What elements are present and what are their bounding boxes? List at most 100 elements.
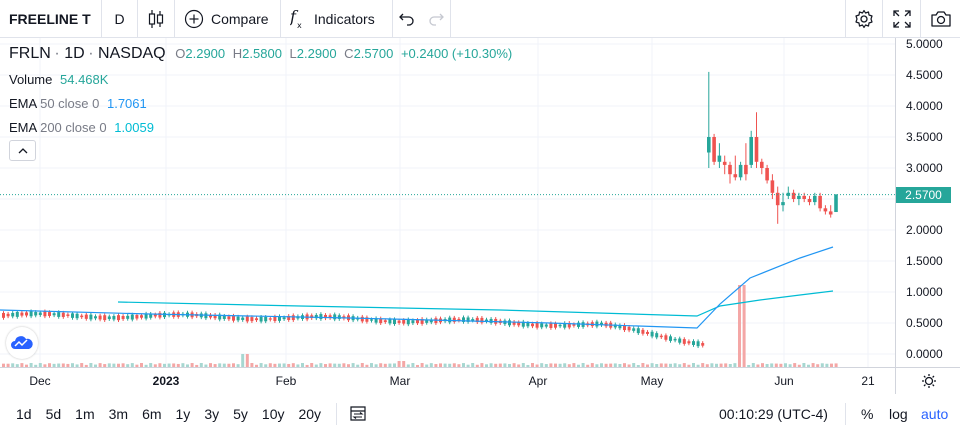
volume-bar — [29, 363, 33, 367]
indicators-button[interactable]: f x Indicators — [281, 0, 393, 38]
history-candle-body — [222, 315, 226, 319]
ema200-params: 200 close 0 — [40, 120, 107, 135]
goto-date-button[interactable] — [349, 404, 367, 425]
history-candle-body — [650, 331, 654, 337]
price-tick-label: 3.0000 — [906, 161, 943, 175]
volume-bar — [425, 364, 429, 367]
volume-bar — [705, 364, 709, 367]
volume-bar — [765, 363, 769, 367]
collapse-legend-button[interactable] — [9, 140, 36, 161]
volume-bar — [255, 364, 258, 367]
history-candle-body — [48, 312, 51, 316]
history-candle-body — [319, 314, 323, 320]
volume-bar — [811, 363, 815, 367]
range-button-10y[interactable]: 10y — [261, 406, 285, 422]
settings-button[interactable] — [845, 0, 883, 38]
volume-bar — [673, 363, 677, 367]
history-candle-body — [121, 315, 125, 320]
redo-icon[interactable] — [428, 12, 444, 26]
interval-button[interactable]: D — [102, 0, 138, 38]
symbol-search-button[interactable]: FREELINE T — [0, 0, 102, 38]
undo-icon[interactable] — [399, 12, 415, 26]
ema200-label: EMA — [9, 120, 37, 135]
volume-bar — [498, 363, 502, 367]
history-candle-body — [687, 341, 691, 344]
tradingview-logo[interactable] — [6, 327, 38, 359]
candle-body — [760, 161, 764, 168]
volume-bar — [130, 363, 134, 367]
history-candle-body — [632, 328, 636, 331]
range-button-20y[interactable]: 20y — [298, 406, 322, 422]
volume-bar — [535, 364, 539, 367]
range-button-6m[interactable]: 6m — [142, 406, 162, 422]
history-candle-body — [425, 319, 429, 323]
history-candle-body — [25, 312, 28, 316]
volume-bar — [678, 364, 682, 367]
calendar-arrows-icon — [350, 405, 366, 421]
ema200-line — [117, 290, 834, 317]
history-candle-body — [204, 313, 208, 319]
history-candle-body — [485, 319, 488, 322]
fullscreen-button[interactable] — [884, 0, 921, 38]
history-candle-body — [558, 324, 562, 327]
volume-bar — [397, 361, 401, 367]
volume-bar — [337, 363, 341, 367]
compare-button[interactable]: Compare — [175, 0, 281, 38]
volume-bar — [222, 363, 226, 367]
undo-redo-group — [393, 0, 451, 38]
percent-toggle[interactable]: % — [861, 406, 874, 422]
volume-legend[interactable]: Volume 54.468K — [9, 72, 108, 87]
bottom-toolbar: 1d 5d 1m 3m 6m 1y 3y 5y 10y 20y 00:10:29 (UTC-4) … — [0, 395, 960, 433]
history-candles — [2, 309, 705, 349]
volume-bar — [38, 363, 42, 367]
log-toggle[interactable]: log — [889, 406, 908, 422]
volume-bar — [636, 364, 640, 367]
history-candle-body — [360, 316, 364, 322]
volume-bar — [784, 363, 787, 367]
time-tick-label: 2023 — [152, 374, 180, 388]
history-candle-body — [526, 322, 530, 327]
price-chart[interactable] — [0, 38, 895, 367]
screenshot-button[interactable] — [922, 0, 960, 38]
history-candle-body — [34, 312, 38, 316]
axis-settings-button[interactable] — [895, 368, 960, 394]
volume-bar — [807, 364, 810, 367]
range-button-1y[interactable]: 1y — [175, 406, 191, 422]
volume-bar — [278, 363, 281, 367]
range-button-3m[interactable]: 3m — [108, 406, 129, 422]
open-label: O — [175, 46, 186, 61]
range-button-1m[interactable]: 1m — [75, 406, 95, 422]
range-button-5y[interactable]: 5y — [233, 406, 248, 422]
range-button-1d[interactable]: 1d — [16, 406, 32, 422]
ema50-legend[interactable]: EMA 50 close 0 1.7061 — [9, 96, 147, 111]
volume-bar — [728, 364, 732, 367]
range-button-3y[interactable]: 3y — [204, 406, 220, 422]
svg-text:x: x — [297, 21, 302, 30]
volume-bar — [724, 363, 728, 367]
chart-type-button[interactable] — [138, 0, 175, 38]
time-tick-label: Dec — [29, 374, 51, 388]
volume-bar — [383, 363, 387, 367]
candle-body — [754, 137, 759, 162]
history-candle-body — [669, 336, 672, 341]
history-candle-body — [383, 320, 387, 323]
auto-toggle[interactable]: auto — [921, 406, 949, 422]
time-axis[interactable]: Dec 2023 Feb Mar Apr May Jun 21 — [0, 367, 960, 394]
clock-timezone[interactable]: 00:10:29 (UTC-4) — [719, 406, 828, 422]
volume-bar — [549, 363, 553, 367]
history-candle-body — [314, 314, 318, 319]
volume-bar — [618, 363, 622, 367]
volume-bar — [328, 363, 332, 367]
history-candle-body — [554, 323, 557, 328]
low-value: 2.2900 — [296, 46, 337, 61]
price-scale[interactable]: 5.00004.50004.00003.50003.00002.50002.00… — [895, 37, 960, 367]
history-candle-body — [512, 321, 516, 325]
volume-bar — [489, 363, 493, 367]
legend-ticker[interactable]: FRLN — [9, 45, 51, 62]
ema200-legend[interactable]: EMA 200 close 0 1.0059 — [9, 120, 154, 135]
history-candle-body — [227, 316, 231, 320]
volume-bar — [756, 364, 760, 367]
history-candle-body — [328, 315, 332, 319]
volume-bar — [512, 363, 516, 367]
range-button-5d[interactable]: 5d — [45, 406, 62, 422]
